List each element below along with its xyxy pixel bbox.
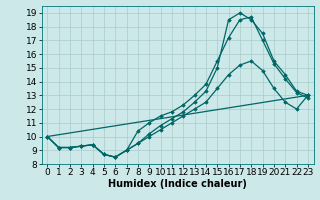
X-axis label: Humidex (Indice chaleur): Humidex (Indice chaleur) [108, 179, 247, 189]
